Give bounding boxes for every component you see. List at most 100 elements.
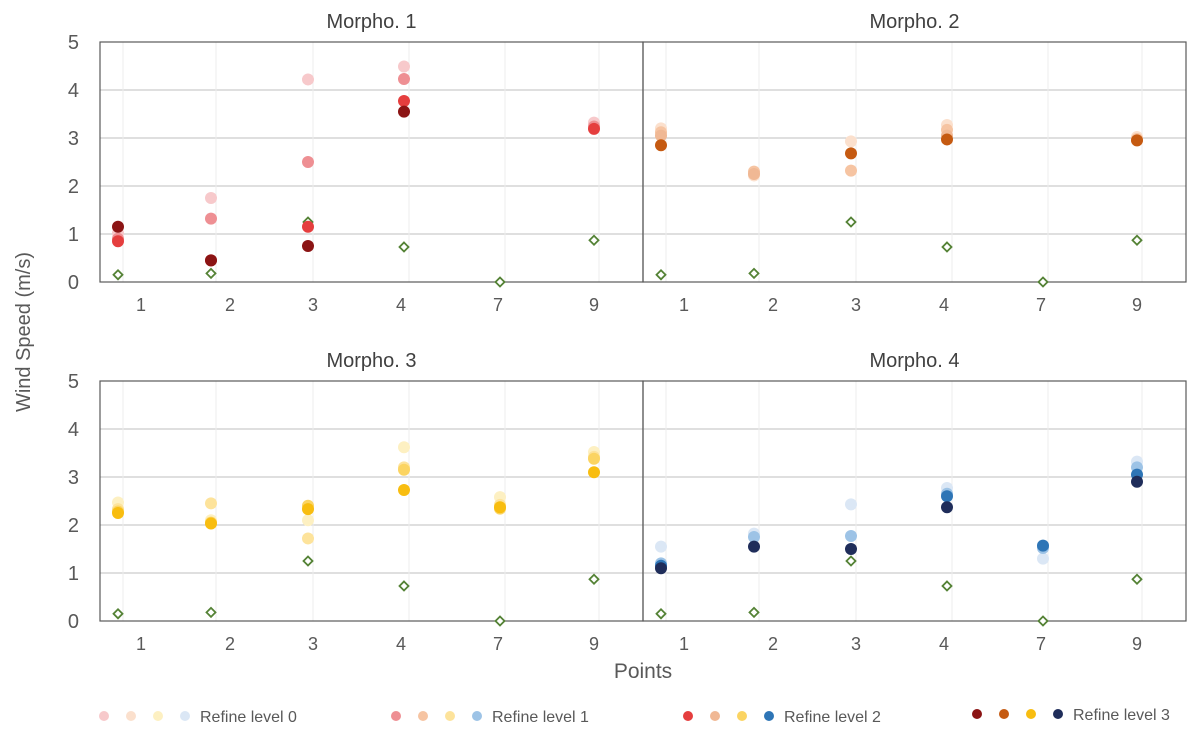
x-tick-label: 7 — [493, 295, 503, 315]
data-point — [302, 514, 314, 527]
legend-label: Refine level 1 — [492, 709, 589, 726]
reference-point — [588, 234, 600, 247]
data-point — [655, 139, 667, 152]
data-point — [205, 192, 217, 204]
data-point — [112, 220, 124, 233]
legend-marker — [1053, 709, 1063, 719]
data-point — [302, 156, 314, 168]
data-point — [205, 254, 217, 267]
data-point — [302, 503, 314, 516]
legend-marker — [683, 711, 693, 721]
data-point — [655, 562, 667, 575]
y-tick-label: 5 — [68, 371, 79, 393]
reference-point — [398, 241, 410, 253]
reference-point — [588, 573, 600, 586]
reference-point — [748, 267, 760, 280]
data-point — [1131, 475, 1143, 488]
panel-title: Morpho. 3 — [326, 350, 416, 372]
x-tick-label: 1 — [136, 634, 146, 654]
reference-point — [112, 608, 124, 620]
panel-title: Morpho. 2 — [869, 11, 959, 33]
x-tick-label: 9 — [589, 295, 599, 315]
x-tick-label: 1 — [679, 634, 689, 654]
reference-point — [845, 555, 857, 567]
x-tick-label: 4 — [939, 634, 949, 654]
reference-point — [205, 606, 217, 619]
data-point — [941, 501, 953, 514]
data-point — [302, 532, 314, 545]
legend-marker — [99, 711, 109, 721]
legend-marker — [472, 711, 482, 721]
y-tick-label: 0 — [68, 272, 79, 294]
x-tick-label: 7 — [1036, 634, 1046, 654]
data-point — [302, 73, 314, 86]
reference-point — [302, 555, 314, 567]
data-point — [205, 212, 217, 225]
data-point — [398, 95, 410, 108]
data-point — [398, 441, 410, 454]
x-tick-label: 2 — [768, 295, 778, 315]
reference-point — [1037, 615, 1049, 627]
data-point — [302, 240, 314, 252]
data-point — [588, 466, 600, 479]
data-point — [845, 135, 857, 148]
data-point — [494, 501, 506, 514]
data-point — [588, 452, 600, 465]
data-point — [655, 540, 667, 553]
y-tick-label: 3 — [68, 467, 79, 489]
y-tick-label: 4 — [68, 80, 79, 102]
x-tick-label: 7 — [493, 634, 503, 654]
reference-point — [748, 606, 760, 619]
reference-point — [494, 615, 506, 627]
legend-label: Refine level 2 — [784, 709, 881, 726]
panel-frame — [642, 41, 1187, 283]
panel-frame — [642, 380, 1187, 622]
data-point — [112, 235, 124, 248]
data-point — [748, 540, 760, 553]
data-point — [845, 530, 857, 543]
data-point — [398, 463, 410, 476]
y-tick-label: 3 — [68, 128, 79, 150]
data-point — [748, 168, 760, 180]
panel-frame — [99, 380, 644, 622]
x-tick-label: 1 — [679, 295, 689, 315]
x-tick-label: 4 — [396, 295, 406, 315]
data-point — [748, 531, 760, 543]
y-tick-label: 1 — [68, 563, 79, 585]
reference-point — [941, 580, 953, 592]
x-tick-label: 9 — [589, 634, 599, 654]
data-point — [205, 517, 217, 530]
data-point — [1131, 134, 1143, 147]
data-point — [398, 105, 410, 118]
legend-marker — [737, 711, 747, 721]
data-point — [941, 133, 953, 146]
data-point — [941, 490, 953, 503]
data-point — [302, 220, 314, 233]
data-point — [845, 147, 857, 160]
x-tick-label: 2 — [225, 634, 235, 654]
data-point — [845, 164, 857, 177]
reference-point — [941, 241, 953, 253]
y-tick-label: 0 — [68, 611, 79, 633]
y-tick-label: 1 — [68, 224, 79, 246]
data-point — [112, 507, 124, 519]
reference-point — [112, 269, 124, 281]
data-point — [205, 497, 217, 510]
panel-frame — [99, 41, 644, 283]
reference-point — [398, 580, 410, 592]
data-point — [588, 122, 600, 135]
legend-marker — [972, 709, 982, 719]
data-point — [845, 543, 857, 555]
reference-point — [494, 276, 506, 288]
x-tick-label: 4 — [396, 634, 406, 654]
reference-point — [655, 608, 667, 620]
data-point — [398, 72, 410, 85]
y-tick-label: 4 — [68, 419, 79, 441]
x-tick-label: 2 — [225, 295, 235, 315]
reference-point — [1037, 276, 1049, 288]
data-point — [845, 498, 857, 511]
legend-marker — [999, 709, 1009, 719]
x-tick-label: 2 — [768, 634, 778, 654]
